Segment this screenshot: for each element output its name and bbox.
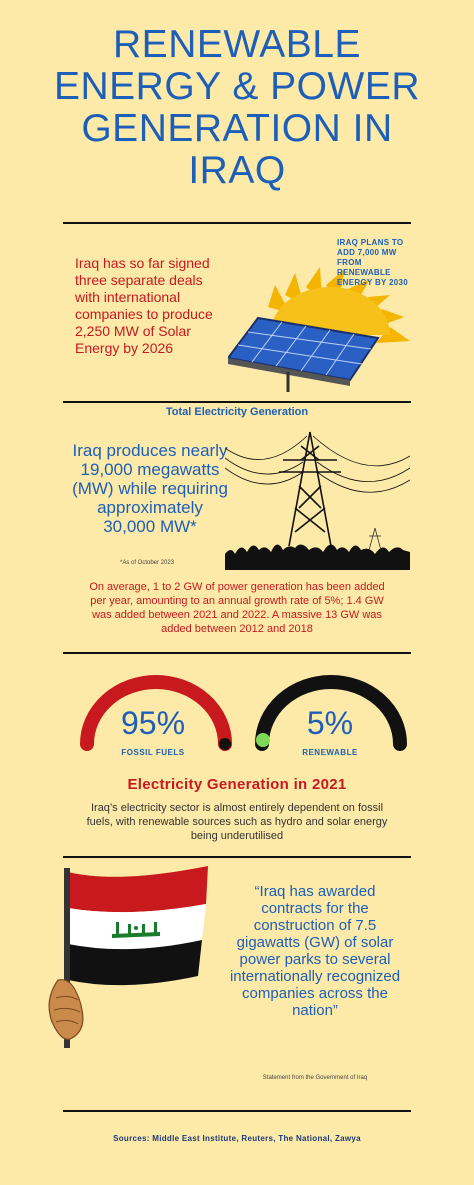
power-pylon-icon — [225, 431, 410, 570]
renewable-label: RENEWABLE — [302, 748, 358, 757]
renewable-plans-text: IRAQ PLANS TO ADD 7,000 MW FROM RENEWABL… — [337, 238, 409, 287]
title-line-1: RENEWABLE — [113, 23, 361, 66]
solar-panel-icon — [228, 316, 380, 392]
title-line-2: ENERGY & POWER — [53, 65, 421, 108]
divider-4 — [63, 856, 411, 858]
title-line-3: GENERATION IN — [81, 107, 393, 150]
as-of-note: *As of October 2023 — [120, 560, 175, 566]
iraq-flag-icon — [48, 866, 208, 1048]
government-quote: “Iraq has awarded contracts for the cons… — [229, 883, 401, 1019]
dependence-text: Iraq’s electricity sector is almost enti… — [86, 802, 388, 842]
production-text: Iraq produces nearly 19,000 megawatts (M… — [72, 441, 228, 536]
divider-1 — [63, 222, 411, 224]
fossil-fuels-percent: 95% — [120, 705, 186, 741]
sources-text: Sources: Middle East Institute, Reuters,… — [113, 1134, 361, 1143]
fossil-fuels-gauge — [80, 675, 232, 751]
divider-3 — [63, 652, 411, 654]
renewable-gauge — [255, 675, 407, 751]
page-title: RENEWABLE ENERGY & POWER GENERATION IN I… — [0, 24, 474, 192]
quote-attribution: Statement from the Government of Iraq — [262, 1075, 368, 1081]
renewable-percent: 5% — [306, 705, 354, 741]
sun-icon — [268, 267, 410, 343]
total-generation-heading: Total Electricity Generation — [165, 406, 309, 418]
generation-2021-heading: Electricity Generation in 2021 — [127, 776, 347, 793]
average-growth-text: On average, 1 to 2 GW of power generatio… — [89, 581, 385, 635]
fossil-fuels-label: FOSSIL FUELS — [121, 748, 185, 757]
title-line-4: IRAQ — [188, 149, 286, 192]
divider-5 — [63, 1110, 411, 1112]
divider-2 — [63, 401, 411, 403]
solar-deals-text: Iraq has so far signed three separate de… — [75, 255, 213, 356]
